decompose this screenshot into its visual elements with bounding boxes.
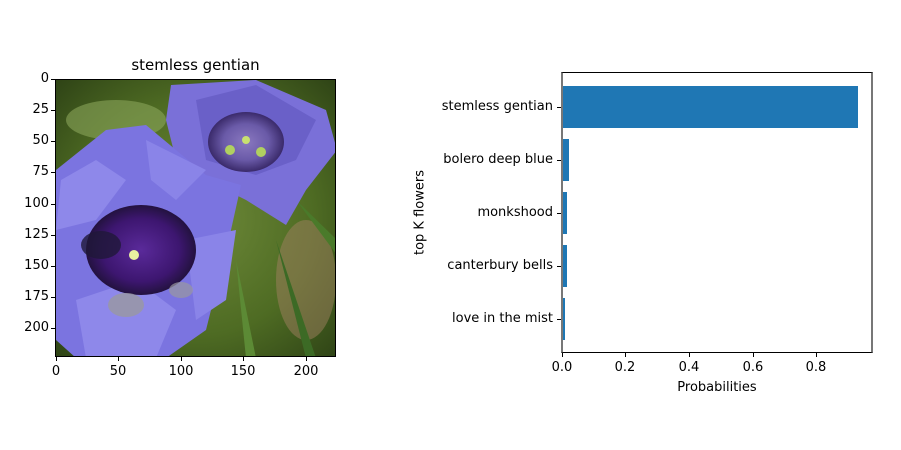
img-ytick-mark bbox=[51, 172, 55, 173]
img-xtick-mark bbox=[306, 357, 307, 361]
img-xtick-label: 0 bbox=[51, 364, 61, 379]
img-xtick-label: 150 bbox=[230, 364, 256, 379]
img-ytick-mark bbox=[51, 141, 55, 142]
bar-ytick-mark bbox=[557, 107, 561, 108]
bar-xtick-label: 0.0 bbox=[551, 360, 573, 375]
bar-category-label: love in the mist bbox=[452, 311, 553, 326]
img-ytick-mark bbox=[51, 79, 55, 80]
img-ytick-mark bbox=[51, 297, 55, 298]
bar-canterbury-bells bbox=[563, 245, 567, 287]
img-ytick-label: 125 bbox=[24, 227, 49, 242]
img-ytick-label: 150 bbox=[24, 258, 49, 273]
x-axis-label: Probabilities bbox=[677, 380, 757, 395]
img-ytick-mark bbox=[51, 328, 55, 329]
bar-xtick-mark bbox=[625, 353, 626, 357]
bar-category-label: bolero deep blue bbox=[443, 152, 553, 167]
bar-xtick-label: 0.2 bbox=[614, 360, 636, 375]
bar-category-label: stemless gentian bbox=[441, 99, 553, 114]
bar-xtick-mark bbox=[753, 353, 754, 357]
img-xtick-mark bbox=[56, 357, 57, 361]
y-axis-label: top K flowers bbox=[412, 170, 428, 255]
bar-xtick-mark bbox=[562, 353, 563, 357]
bar-xtick-label: 0.8 bbox=[805, 360, 827, 375]
bar-monkshood bbox=[563, 192, 567, 234]
bar-ytick-mark bbox=[557, 213, 561, 214]
img-xtick-mark bbox=[118, 357, 119, 361]
img-ytick-mark bbox=[51, 235, 55, 236]
flower-image bbox=[55, 79, 336, 357]
img-ytick-label: 25 bbox=[32, 102, 49, 117]
flower-photo-icon bbox=[56, 80, 335, 356]
bar-chart-axes bbox=[561, 72, 873, 353]
bar-xtick-label: 0.6 bbox=[742, 360, 764, 375]
bar-stemless-gentian bbox=[563, 86, 858, 128]
bar-ytick-mark bbox=[557, 266, 561, 267]
bar-bolero-deep-blue bbox=[563, 139, 569, 181]
bar-xtick-mark bbox=[689, 353, 690, 357]
bar-category-label: canterbury bells bbox=[447, 258, 553, 273]
img-ytick-label: 50 bbox=[32, 133, 49, 148]
image-title: stemless gentian bbox=[131, 56, 260, 74]
img-xtick-label: 100 bbox=[168, 364, 194, 379]
img-ytick-label: 75 bbox=[32, 164, 49, 179]
img-ytick-mark bbox=[51, 110, 55, 111]
img-ytick-label: 175 bbox=[24, 289, 49, 304]
img-ytick-label: 200 bbox=[24, 320, 49, 335]
img-ytick-label: 0 bbox=[40, 71, 49, 86]
img-ytick-mark bbox=[51, 266, 55, 267]
img-xtick-label: 50 bbox=[109, 364, 127, 379]
bar-category-label: monkshood bbox=[477, 205, 553, 220]
img-xtick-label: 200 bbox=[293, 364, 319, 379]
img-xtick-mark bbox=[181, 357, 182, 361]
bar-xtick-label: 0.4 bbox=[678, 360, 700, 375]
bar-ytick-mark bbox=[557, 319, 561, 320]
bar-ytick-mark bbox=[557, 160, 561, 161]
img-ytick-label: 100 bbox=[24, 196, 49, 211]
img-ytick-mark bbox=[51, 204, 55, 205]
bar-love-in-the-mist bbox=[563, 298, 565, 340]
bar-xtick-mark bbox=[816, 353, 817, 357]
img-xtick-mark bbox=[243, 357, 244, 361]
